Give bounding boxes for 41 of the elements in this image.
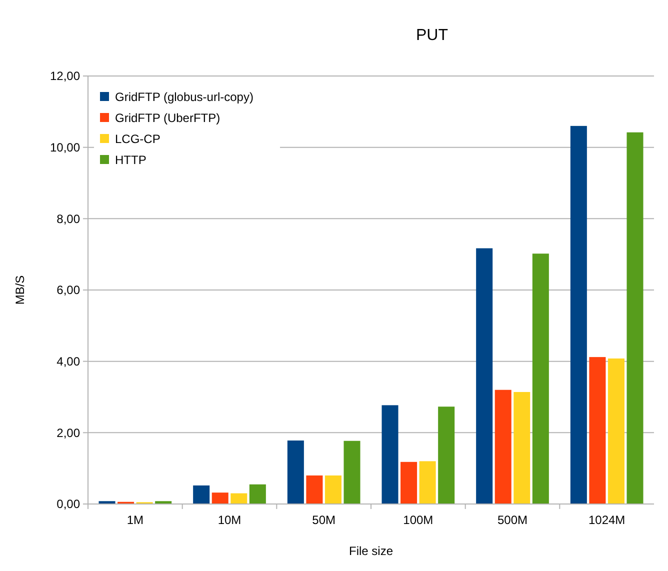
y-tick-label: 8,00	[56, 212, 80, 226]
y-tick-label: 12,00	[50, 69, 80, 84]
y-tick-label: 0,00	[56, 497, 80, 512]
bar	[532, 254, 549, 504]
bar	[400, 462, 418, 504]
x-tick-label: 50M	[312, 513, 336, 527]
bar	[419, 461, 436, 504]
legend-label: GridFTP (UberFTP)	[115, 111, 220, 125]
y-tick-label: 10,00	[50, 140, 80, 155]
bar	[589, 357, 606, 504]
bar	[306, 475, 323, 504]
x-tick-label: 100M	[403, 513, 434, 527]
bar	[514, 392, 530, 504]
x-tick-label: 500M	[497, 513, 528, 527]
bar	[98, 501, 116, 504]
bar	[287, 440, 304, 504]
bar	[626, 132, 644, 504]
y-tick-label: 2,00	[56, 426, 80, 440]
x-axis-title: File size	[348, 544, 394, 558]
bar	[249, 484, 266, 504]
bar	[230, 493, 248, 504]
y-tick-label: 6,00	[56, 283, 80, 298]
legend-label: GridFTP (globus-url-copy)	[115, 90, 254, 104]
x-tick-label: 10M	[218, 513, 242, 527]
x-tick-label: 1M	[126, 513, 144, 527]
x-tick-label: 1024M	[588, 513, 626, 527]
bar	[494, 390, 512, 504]
bar	[212, 492, 228, 504]
bar	[324, 475, 342, 504]
bar	[193, 485, 210, 504]
bar	[382, 405, 398, 504]
bar	[438, 406, 455, 504]
bar	[608, 358, 624, 504]
chart-title: PUT	[416, 27, 448, 44]
y-tick-label: 4,00	[56, 354, 80, 369]
y-axis-title: MB/S	[13, 275, 27, 305]
bar	[476, 248, 493, 504]
bar	[570, 126, 587, 504]
bar	[344, 440, 360, 504]
legend-label: LCG-CP	[115, 132, 160, 146]
legend-label: HTTP	[115, 153, 146, 167]
